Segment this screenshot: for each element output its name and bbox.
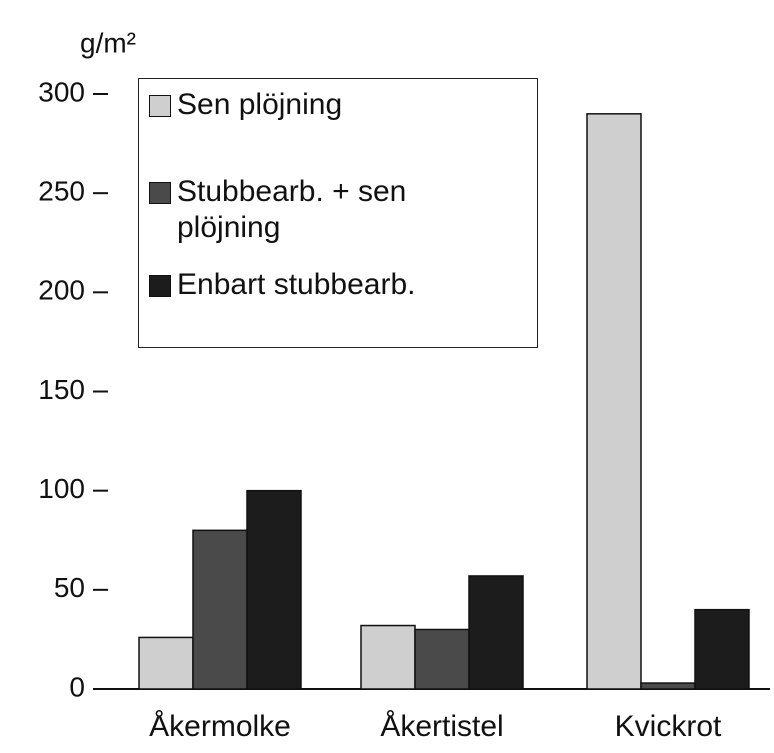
x-tick-label: Åkertistel [380,710,503,743]
bar [246,489,302,690]
legend-label: Enbart stubbearb. [177,268,416,301]
legend-swatch [149,95,171,117]
y-tick-label: 150 [38,374,85,405]
legend-label: Stubbearb. + sen plöjning [177,175,407,244]
legend: Sen plöjning Stubbearb. + sen plöjning Enb… [138,78,538,348]
y-tick-label: 100 [38,473,85,504]
bar [138,636,194,690]
bar [640,682,696,690]
legend-entry: Enbart stubbearb. [149,267,529,303]
y-tick-label: 250 [38,176,85,207]
y-tick-label: 0 [69,671,85,702]
legend-label: Sen plöjning [177,88,343,121]
bar [586,113,642,690]
bar [192,529,248,690]
y-tick-label: 300 [38,76,85,107]
legend-entry: Stubbearb. + sen plöjning [149,174,529,246]
y-tick-label: 50 [54,572,85,603]
bar [414,628,470,690]
bar [468,575,524,690]
x-tick-label: Kvickrot [615,710,722,743]
bar [360,624,416,690]
y-axis-label: g/m² [80,27,136,58]
legend-swatch [149,182,171,204]
legend-swatch [149,275,171,297]
bar [694,608,750,690]
x-tick-label: Åkermolke [149,710,291,743]
legend-entry: Sen plöjning [149,87,529,123]
y-tick-label: 200 [38,275,85,306]
